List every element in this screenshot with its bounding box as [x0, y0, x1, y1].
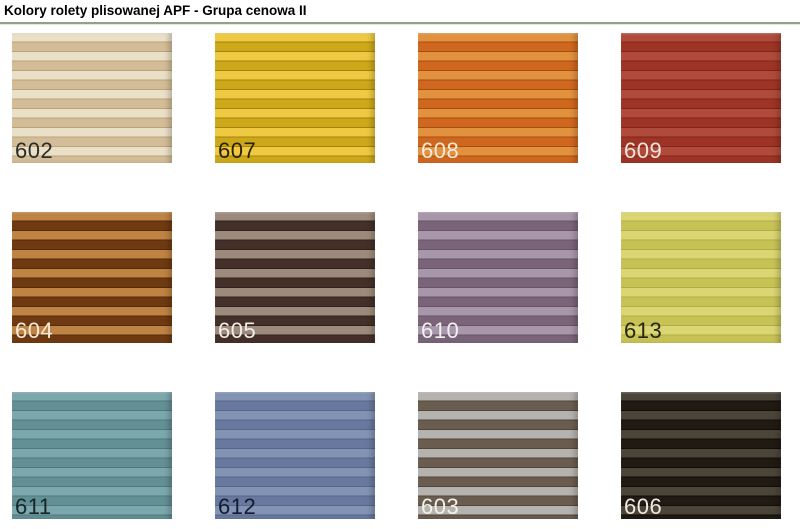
swatch-611: 611: [12, 392, 172, 519]
swatch-code-label: 604: [15, 317, 54, 343]
swatch-code-label: 610: [421, 317, 460, 343]
swatch-code-label: 607: [218, 137, 257, 163]
swatch-code-label: 613: [624, 317, 663, 343]
swatch-code-label: 602: [15, 137, 54, 163]
swatch-610: 610: [418, 212, 578, 343]
title-divider: [0, 22, 800, 25]
swatch-608: 608: [418, 33, 578, 163]
swatch-609: 609: [621, 33, 781, 163]
swatch-code-label: 612: [218, 493, 257, 519]
swatch-code-label: 608: [421, 137, 460, 163]
swatch-603: 603: [418, 392, 578, 519]
swatch-604: 604: [12, 212, 172, 343]
swatch-code-label: 603: [421, 493, 460, 519]
swatch-code-label: 611: [15, 493, 52, 519]
swatch-605: 605: [215, 212, 375, 343]
swatch-612: 612: [215, 392, 375, 519]
swatch-606: 606: [621, 392, 781, 519]
swatch-code-label: 605: [218, 317, 257, 343]
swatch-602: 602: [12, 33, 172, 163]
swatch-613: 613: [621, 212, 781, 343]
swatch-code-label: 606: [624, 493, 663, 519]
swatch-code-label: 609: [624, 137, 663, 163]
swatch-grid: 602 607 608 609 604 605 610 613 611 612 …: [12, 33, 781, 519]
swatch-607: 607: [215, 33, 375, 163]
page-title: Kolory rolety plisowanej APF - Grupa cen…: [4, 3, 307, 18]
